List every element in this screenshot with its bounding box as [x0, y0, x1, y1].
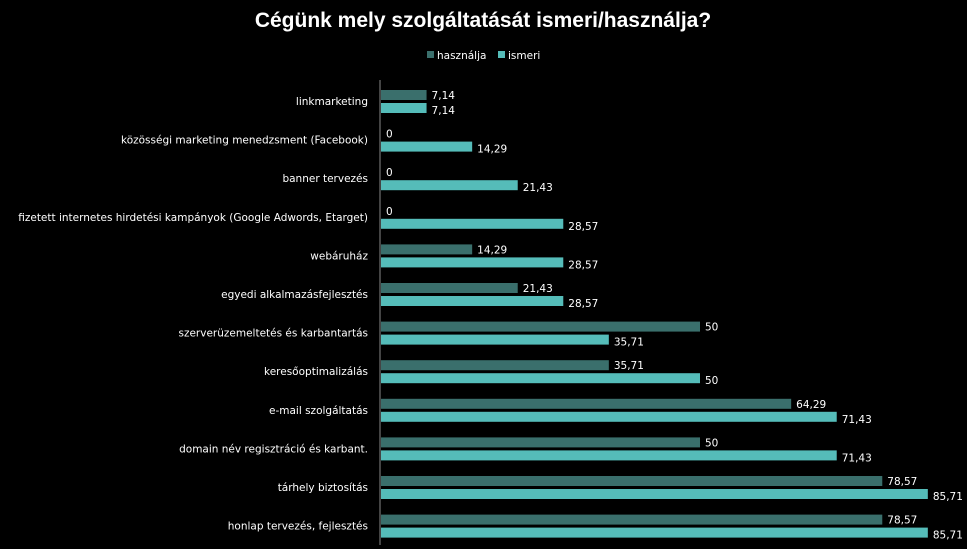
data-label: 28,57 [568, 259, 598, 271]
data-label: 28,57 [568, 221, 598, 233]
category-label: e-mail szolgáltatás [269, 405, 368, 417]
data-label: 14,29 [477, 244, 507, 256]
bar-hasznalja [381, 398, 792, 409]
bar-hasznalja [381, 514, 883, 525]
bar-ismeri [381, 141, 473, 152]
data-label: 14,29 [477, 144, 507, 156]
category-label: tárhely biztosítás [278, 482, 368, 494]
data-label: 64,29 [796, 399, 826, 411]
legend-label: ismeri [508, 50, 540, 62]
bar-hasznalja [381, 437, 700, 448]
data-label: 0 [386, 129, 393, 141]
category-label: linkmarketing [296, 96, 368, 108]
bar-ismeri [381, 450, 837, 461]
data-label: 50 [705, 322, 718, 334]
data-label: 35,71 [614, 360, 644, 372]
category-label: webáruház [310, 250, 368, 262]
bar-hasznalja [381, 244, 473, 255]
data-label: 35,71 [614, 337, 644, 349]
data-label: 78,57 [887, 476, 917, 488]
data-label: 85,71 [933, 491, 963, 503]
bar-ismeri [381, 527, 928, 538]
legend-label: használja [437, 50, 486, 62]
data-label: 21,43 [523, 283, 553, 295]
bar-ismeri [381, 373, 700, 384]
category-label: honlap tervezés, fejlesztés [228, 521, 368, 533]
bar-hasznalja [381, 476, 883, 486]
data-label: 0 [386, 206, 393, 218]
category-label: fizetett internetes hirdetési kampányok … [18, 212, 368, 224]
bar-hasznalja [381, 321, 700, 332]
bar-ismeri [381, 334, 609, 345]
category-label: domain név regisztráció és karbant. [179, 443, 368, 455]
legend: használja ismeri [427, 50, 540, 62]
data-label: 7,14 [432, 105, 456, 117]
data-label: 0 [386, 167, 393, 179]
bar-hasznalja [381, 90, 427, 100]
bar-ismeri [381, 411, 837, 422]
category-label: banner tervezés [282, 173, 368, 185]
data-label: 28,57 [568, 298, 598, 310]
category-label: egyedi alkalmazásfejlesztés [221, 289, 368, 301]
category-label: szerverüzemeltetés és karbantartás [178, 328, 368, 340]
bar-ismeri [381, 218, 564, 229]
data-label: 21,43 [523, 182, 553, 194]
bar-ismeri [381, 489, 928, 499]
chart-title: Cégünk mely szolgáltatását ismeri/haszná… [255, 9, 711, 32]
bar-hasznalja [381, 283, 518, 293]
data-label: 85,71 [933, 530, 963, 542]
data-label: 7,14 [432, 90, 456, 102]
legend-swatch [498, 51, 505, 58]
category-label: keresőoptimalizálás [264, 366, 368, 378]
data-label: 78,57 [887, 515, 917, 527]
bar-hasznalja [381, 360, 609, 371]
data-label: 50 [705, 375, 718, 387]
data-label: 71,43 [842, 452, 872, 464]
data-label: 50 [705, 437, 718, 449]
category-label: közösségi marketing menedzsment (Faceboo… [121, 135, 368, 147]
legend-swatch [427, 51, 434, 58]
bar-ismeri [381, 103, 427, 113]
data-label: 71,43 [842, 414, 872, 426]
bar-ismeri [381, 296, 564, 306]
bar-ismeri [381, 257, 564, 268]
bar-ismeri [381, 180, 518, 191]
